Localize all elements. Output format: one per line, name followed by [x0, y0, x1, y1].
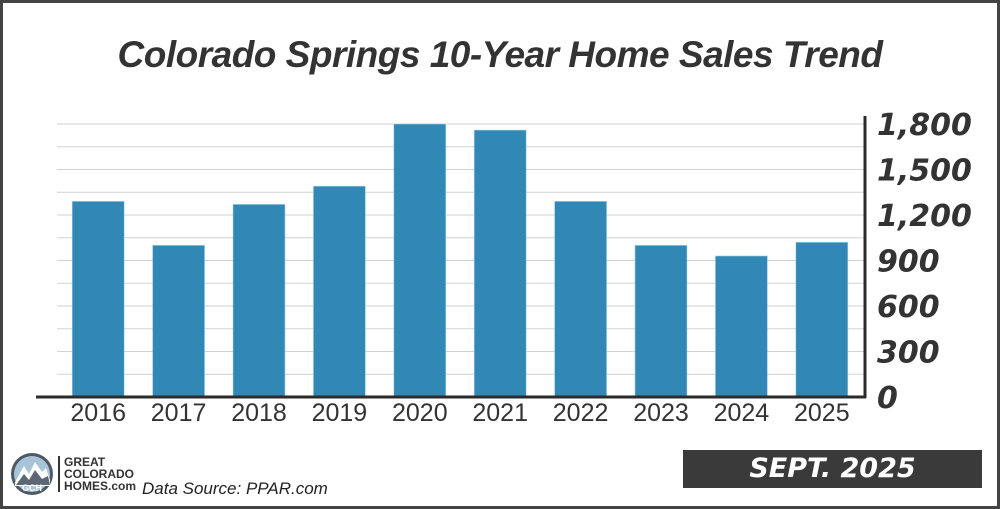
x-tick-label: 2018: [231, 399, 287, 427]
x-tick-label: 2025: [794, 399, 850, 427]
date-badge: SEPT. 2025: [683, 450, 982, 488]
y-tick-label: 600: [877, 290, 940, 325]
bar-2021: [473, 129, 527, 398]
x-tick-label: 2023: [633, 399, 689, 427]
y-tick-label: 300: [877, 336, 940, 371]
y-tick-label: 1,800: [877, 108, 972, 143]
bar-2022: [554, 201, 607, 398]
y-tick-label: 900: [877, 245, 940, 280]
x-tick-label: 2016: [70, 399, 126, 427]
logo-text: GREAT COLORADO HOMES.com: [58, 456, 136, 492]
x-tick-label: 2024: [714, 399, 770, 427]
x-tick-label: 2019: [312, 399, 368, 427]
bar-2024: [715, 255, 768, 398]
x-tick-label: 2020: [392, 399, 448, 427]
y-tick-label: 1,500: [877, 154, 972, 189]
chart-title: Colorado Springs 10-Year Home Sales Tren…: [117, 34, 883, 75]
great-colorado-homes-logo: GCH GREAT COLORADO HOMES.com: [10, 452, 136, 496]
logo-line: HOMES.com: [64, 479, 137, 493]
y-tick-label: 0: [877, 381, 898, 416]
y-tick-label: 1,200: [877, 199, 972, 234]
logo-line: COLORADO: [64, 467, 134, 481]
x-tick-label: 2017: [151, 399, 207, 427]
bar-2025: [795, 242, 849, 398]
bar-2020: [393, 123, 447, 398]
x-tick-label: 2022: [553, 399, 609, 427]
bar-2023: [634, 245, 688, 398]
bar-2017: [152, 245, 205, 398]
data-source: Data Source: PPAR.com: [142, 479, 328, 498]
mountain-logo-icon: GCH: [11, 453, 53, 495]
bar-2019: [313, 185, 366, 398]
bar-2016: [71, 201, 125, 398]
bar-2018: [232, 204, 286, 398]
x-tick-label: 2021: [472, 399, 528, 427]
logo-badge: GCH: [22, 483, 42, 493]
logo-line: GREAT: [64, 455, 106, 469]
